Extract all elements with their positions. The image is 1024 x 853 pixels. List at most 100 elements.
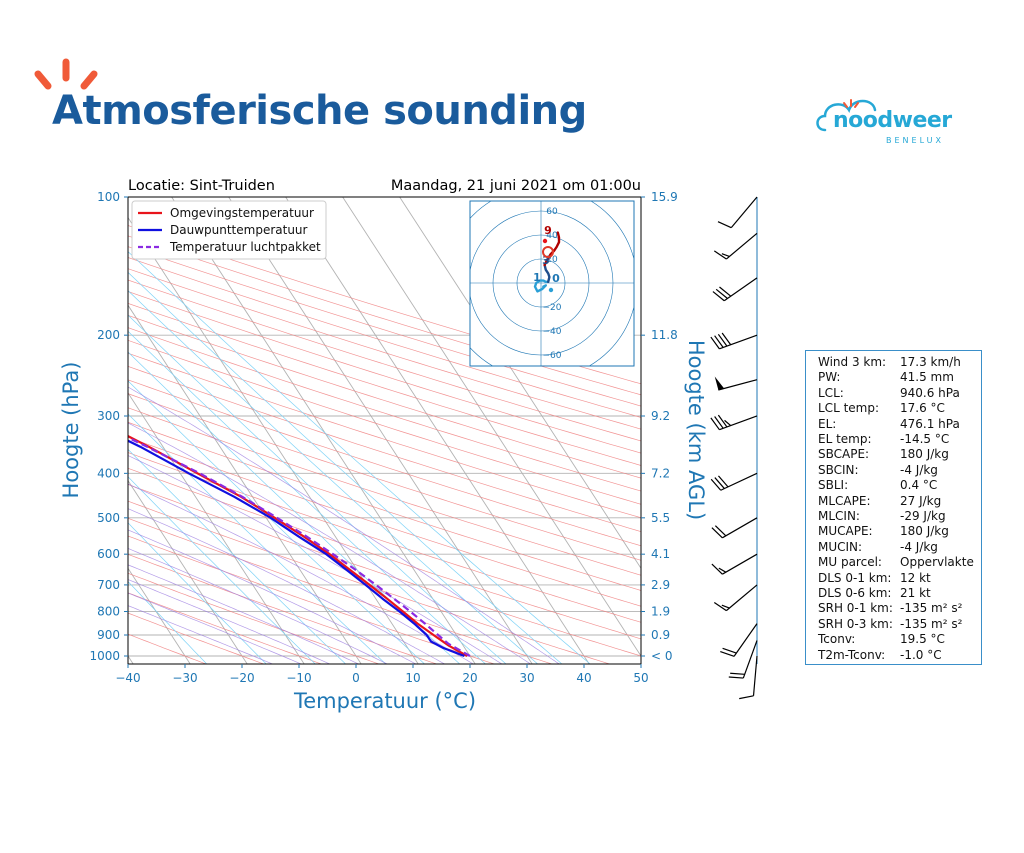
- isotherm-line: [171, 197, 476, 664]
- wind-barb-shaft: [742, 640, 758, 679]
- stat-label: MLCAPE:: [818, 493, 871, 508]
- isotherm-line: [228, 197, 533, 664]
- y-tick-label: 300: [97, 409, 120, 423]
- mixing-ratio-line: [128, 448, 347, 664]
- x-tick-label: −20: [229, 671, 254, 685]
- logo-icon: [34, 58, 98, 90]
- dry-adiabat-line: [128, 352, 641, 519]
- x-tick-label: −40: [115, 671, 140, 685]
- wind-barb-feather: [714, 416, 724, 429]
- stat-value: 180 J/kg: [900, 447, 949, 462]
- hodograph-tick-label: 60: [546, 207, 558, 217]
- temperature-line: [128, 434, 468, 657]
- stat-label: Tconv:: [818, 632, 856, 647]
- dry-adiabat-line: [128, 535, 496, 664]
- wind-barb-feather: [714, 525, 727, 537]
- stat-row: SRH 0-1 km: -135 m² s²: [818, 601, 983, 616]
- stat-label: SRH 0-3 km:: [818, 616, 893, 631]
- x-tick-label: 10: [405, 671, 420, 685]
- wind-barb-feather: [721, 332, 732, 346]
- stat-row: SBCAPE: 180 J/kg: [818, 447, 983, 462]
- y2-tick-label: 5.5: [651, 511, 670, 525]
- wind-barb-feather: [730, 672, 745, 675]
- chart-header-location: Locatie: Sint-Truiden: [128, 178, 275, 194]
- y2-tick-label: 4.1: [651, 547, 670, 561]
- plot-frame: [127, 196, 642, 665]
- isotherm-line: [128, 567, 191, 664]
- stat-value: -14.5 °C: [900, 432, 950, 446]
- stat-label: MUCIN:: [818, 539, 863, 554]
- legend-label-parcel: Temperatuur luchtpakket: [169, 240, 321, 254]
- wind-barb-feather: [717, 414, 728, 428]
- wind-barb-feather: [739, 695, 754, 700]
- wind-barb: [710, 472, 758, 491]
- legend-box: [131, 200, 327, 260]
- y2-tick-label: 15.9: [651, 190, 678, 204]
- wind-barb-feather: [728, 676, 744, 679]
- stat-value: Oppervlakte: [900, 555, 974, 570]
- dry-adiabat-line: [128, 407, 641, 576]
- stat-label: MLCIN:: [818, 509, 860, 523]
- stat-label: LCL:: [818, 385, 844, 400]
- hodograph-point-label: 1: [533, 271, 541, 284]
- y2-tick-label: 11.8: [651, 328, 678, 342]
- wind-barb-feather: [721, 604, 730, 609]
- hodograph-trace: [543, 231, 561, 267]
- wind-barb-feather: [721, 253, 730, 258]
- hodograph-trace: [533, 279, 550, 293]
- dry-adiabat-line: [128, 436, 641, 607]
- mixing-ratio-line: [128, 581, 208, 664]
- wind-barb-pennant: [714, 376, 725, 391]
- stat-row: MU parcel: Oppervlakte: [818, 555, 983, 570]
- moist-adiabat-line: [128, 592, 303, 664]
- mixing-ratio-line: [128, 314, 507, 664]
- y2-tick-label: 2.9: [651, 578, 670, 592]
- dry-adiabat-line: [128, 421, 641, 591]
- stat-row: Tconv: 19.5 °C: [818, 632, 983, 647]
- dry-adiabat-line: [128, 379, 641, 547]
- dry-adiabat-line: [128, 339, 641, 505]
- x-axis-title: Temperatuur (°C): [293, 689, 476, 713]
- dry-adiabat-line: [128, 303, 641, 466]
- wind-barb-feather: [718, 567, 727, 573]
- stat-label: SBCIN:: [818, 462, 859, 477]
- stat-label: Wind 3 km:: [818, 355, 887, 369]
- moist-adiabat-line: [128, 548, 389, 664]
- y-tick-label: 700: [97, 578, 120, 592]
- parcel-line: [128, 436, 471, 657]
- hodograph-tick-label: −60: [543, 351, 562, 361]
- stat-value: 27 J/kg: [900, 493, 942, 508]
- y-tick-label: 800: [97, 605, 120, 619]
- hodograph-tick-label: −20: [543, 303, 562, 313]
- wind-barb-shaft: [719, 334, 758, 350]
- isotherm-line: [128, 304, 362, 664]
- y-tick-label: 600: [97, 547, 120, 561]
- dry-adiabat-line: [128, 225, 641, 385]
- wind-barb-feather: [710, 417, 720, 431]
- chart-header-datetime: Maandag, 21 juni 2021 om 01:00u: [391, 178, 641, 194]
- wind-barb-shaft: [723, 277, 758, 302]
- mixing-ratio-line: [128, 413, 387, 664]
- stat-row: PW: 41.5 mm: [818, 370, 983, 385]
- stat-label: EL temp:: [818, 432, 872, 446]
- wind-barb-shaft: [733, 623, 758, 657]
- stat-row: MLCAPE: 27 J/kg: [818, 494, 983, 509]
- brand-name: noodweer: [833, 108, 952, 133]
- wind-barb-feather: [712, 291, 725, 302]
- wind-barb: [728, 640, 758, 679]
- brand-cloud-icon: [816, 99, 877, 132]
- hodograph-point-label: 9: [544, 224, 552, 237]
- wind-barb-feather: [710, 478, 722, 491]
- dry-adiabat-line: [128, 467, 641, 640]
- hodograph-tick-label: −40: [543, 327, 562, 337]
- stat-label: SBLI:: [818, 478, 849, 493]
- legend-label-temperature: Omgevingstemperatuur: [170, 206, 314, 220]
- wind-barb: [713, 584, 758, 612]
- hodograph-plot: [470, 201, 634, 366]
- wind-barb: [711, 553, 758, 575]
- stat-value: 21 kt: [900, 586, 931, 600]
- dry-adiabat-line: [128, 279, 641, 442]
- wind-barb-shaft: [725, 232, 758, 260]
- hodograph-storm-marker: [542, 246, 554, 258]
- stat-row: MUCIN: -4 J/kg: [818, 540, 983, 555]
